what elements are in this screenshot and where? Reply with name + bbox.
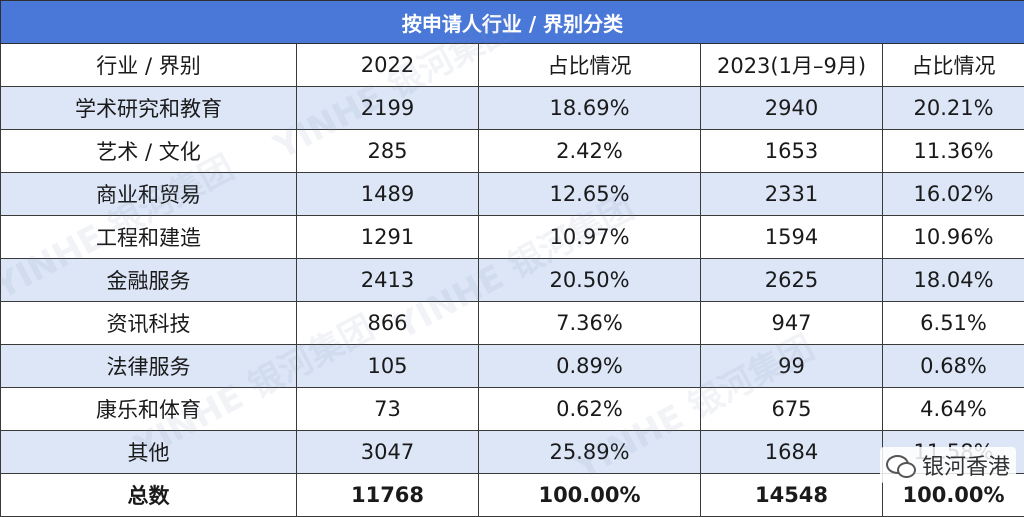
table-cell: 0.68% <box>883 345 1024 388</box>
table-cell: 10.97% <box>479 216 701 259</box>
table-cell: 1291 <box>297 216 479 259</box>
table-cell: 3047 <box>297 431 479 474</box>
badge-text: 银河香港 <box>922 449 1010 481</box>
table-row: 工程和建造 1291 10.97% 1594 10.96% <box>1 216 1024 259</box>
table-cell: 7.36% <box>479 302 701 345</box>
row-label: 康乐和体育 <box>1 388 297 431</box>
row-label: 金融服务 <box>1 259 297 302</box>
table-cell: 99 <box>701 345 883 388</box>
table-cell: 2.42% <box>479 130 701 173</box>
table-cell: 1489 <box>297 173 479 216</box>
row-label: 其他 <box>1 431 297 474</box>
table-cell: 866 <box>297 302 479 345</box>
table-cell: 2331 <box>701 173 883 216</box>
row-label: 法律服务 <box>1 345 297 388</box>
table-cell: 1653 <box>701 130 883 173</box>
table-cell: 18.69% <box>479 87 701 130</box>
row-label: 学术研究和教育 <box>1 87 297 130</box>
table-cell: 2413 <box>297 259 479 302</box>
table-cell: 2940 <box>701 87 883 130</box>
table-row: 康乐和体育 73 0.62% 675 4.64% <box>1 388 1024 431</box>
table-cell: 0.89% <box>479 345 701 388</box>
table-cell: 10.96% <box>883 216 1024 259</box>
total-row: 总数 11768 100.00% 14548 100.00% <box>1 474 1024 517</box>
table-cell: 1594 <box>701 216 883 259</box>
table-cell: 6.51% <box>883 302 1024 345</box>
table-cell: 1684 <box>701 431 883 474</box>
table-cell: 73 <box>297 388 479 431</box>
header-cell: 占比情况 <box>479 44 701 87</box>
table-cell: 20.50% <box>479 259 701 302</box>
table-cell: 4.64% <box>883 388 1024 431</box>
wechat-icon <box>886 453 916 477</box>
row-label: 商业和贸易 <box>1 173 297 216</box>
table-row: 其他 3047 25.89% 1684 11.58% <box>1 431 1024 474</box>
total-cell: 14548 <box>701 474 883 517</box>
wechat-badge: 银河香港 <box>880 447 1016 483</box>
header-cell: 2022 <box>297 44 479 87</box>
table-cell: 11.36% <box>883 130 1024 173</box>
table-row: 艺术 / 文化 285 2.42% 1653 11.36% <box>1 130 1024 173</box>
table-row: 金融服务 2413 20.50% 2625 18.04% <box>1 259 1024 302</box>
header-row: 行业 / 界别 2022 占比情况 2023(1月–9月) 占比情况 <box>1 44 1024 87</box>
table-cell: 675 <box>701 388 883 431</box>
table-cell: 105 <box>297 345 479 388</box>
table-cell: 25.89% <box>479 431 701 474</box>
table-cell: 285 <box>297 130 479 173</box>
table-row: 商业和贸易 1489 12.65% 2331 16.02% <box>1 173 1024 216</box>
total-cell: 11768 <box>297 474 479 517</box>
table-cell: 2625 <box>701 259 883 302</box>
table-cell: 2199 <box>297 87 479 130</box>
table-cell: 18.04% <box>883 259 1024 302</box>
row-label: 工程和建造 <box>1 216 297 259</box>
table-cell: 16.02% <box>883 173 1024 216</box>
table-cell: 20.21% <box>883 87 1024 130</box>
title-row: 按申请人行业 / 界别分类 <box>1 1 1024 44</box>
table-row: 法律服务 105 0.89% 99 0.68% <box>1 345 1024 388</box>
table-cell: 12.65% <box>479 173 701 216</box>
row-label: 艺术 / 文化 <box>1 130 297 173</box>
header-cell: 2023(1月–9月) <box>701 44 883 87</box>
table-cell: 0.62% <box>479 388 701 431</box>
table-row: 资讯科技 866 7.36% 947 6.51% <box>1 302 1024 345</box>
row-label: 资讯科技 <box>1 302 297 345</box>
table-row: 学术研究和教育 2199 18.69% 2940 20.21% <box>1 87 1024 130</box>
header-cell: 行业 / 界别 <box>1 44 297 87</box>
total-label: 总数 <box>1 474 297 517</box>
table-title: 按申请人行业 / 界别分类 <box>1 1 1024 44</box>
header-cell: 占比情况 <box>883 44 1024 87</box>
table-cell: 947 <box>701 302 883 345</box>
total-cell: 100.00% <box>479 474 701 517</box>
